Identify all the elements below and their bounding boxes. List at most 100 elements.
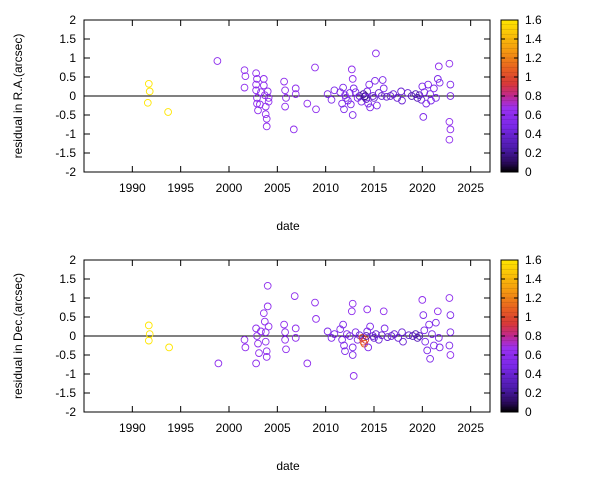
colorbar-tick-label: 0 [525,405,532,419]
data-point [327,95,336,104]
data-point [446,311,455,319]
data-point [426,354,434,363]
data-point [252,80,260,89]
colorbar-tick-label: 0.6 [525,348,542,362]
data-point [345,332,354,340]
data-point [262,122,271,131]
data-point [262,353,271,361]
data-point [348,299,357,308]
x-tick-label: 2015 [361,421,388,435]
data-point [291,90,300,98]
data-point [164,108,172,116]
data-point [419,113,428,121]
dec-y-axis-label: residual in Dec.(arcsec) [11,273,25,399]
data-point [365,80,374,89]
data-point [355,92,364,100]
data-point [340,105,348,114]
data-point [371,76,379,85]
data-point [445,135,454,144]
data-point [330,330,339,338]
y-tick-label: -1 [65,367,76,381]
data-point [377,331,386,340]
data-point [353,335,362,344]
data-point [418,296,427,304]
data-point [259,75,268,83]
y-tick-label: -1 [65,127,76,141]
x-tick-label: 2020 [409,421,436,435]
data-point [289,125,298,134]
data-point [281,102,289,111]
data-point [346,100,355,109]
data-point [303,359,312,368]
x-tick-label: 2005 [264,181,291,195]
data-point [340,341,348,350]
data-point [240,335,249,344]
x-tick-label: 1990 [119,181,146,195]
data-point [377,92,386,100]
data-point [348,75,357,83]
data-point [312,315,320,323]
x-tick-label: 2000 [216,421,243,435]
data-point [241,343,250,352]
data-point [213,57,222,65]
data-point [165,343,173,352]
data-point [364,99,373,108]
x-tick-label: 2010 [312,181,339,195]
data-point [282,94,290,102]
data-point [413,334,422,342]
data-point [382,92,391,101]
data-point [433,75,442,83]
data-point [339,83,347,92]
data-point [252,86,260,95]
colorbar-tick-label: 1.4 [525,32,542,46]
data-point [347,65,356,74]
x-tick-label: 1990 [119,421,146,435]
colorbar-tick-label: 0 [525,165,532,179]
x-tick-label: 2015 [361,181,388,195]
y-tick-label: -2 [65,405,76,419]
ra-residual-panel: residual in R.A.(arcsec) date 2 1.5 1 0.5 0 -… [11,13,542,233]
data-point [241,72,250,81]
data-point [446,92,455,100]
data-point [430,341,438,350]
data-point [445,294,454,302]
data-point [143,98,152,107]
data-point [366,103,374,112]
y-tick-label: 2 [69,13,76,27]
data-point [348,343,357,352]
data-point [373,101,381,110]
data-point [259,81,268,90]
data-point [303,99,312,108]
data-point [214,359,223,368]
y-tick-label: 1.5 [59,32,76,46]
data-point [420,326,429,335]
x-tick-label: 1995 [167,421,194,435]
data-point [362,95,371,103]
x-tick-label: 2010 [312,421,339,435]
y-tick-label: 0.5 [59,310,76,324]
data-point [364,343,373,352]
data-point [370,334,378,342]
data-point [145,87,154,96]
data-point [430,84,438,93]
colorbar-tick-label: 1 [525,310,532,324]
colorbar-tick-label: 0.6 [525,108,542,122]
data-point [445,59,454,68]
data-point [291,324,300,333]
data-point [361,335,370,344]
data-point [323,90,332,98]
data-point [262,114,271,123]
data-point [280,77,288,86]
dec-residual-panel: residual in Dec.(arcsec) date 2 1.5 1 0.5 0 -… [11,253,542,473]
data-point [434,62,443,71]
data-point [252,324,260,333]
data-point [417,95,426,104]
data-point [372,49,380,58]
data-point [240,83,249,92]
data-point [323,327,332,336]
data-point [262,347,271,356]
data-point [253,94,261,102]
data-point [421,337,430,346]
data-point [348,111,357,119]
data-point [398,96,406,105]
